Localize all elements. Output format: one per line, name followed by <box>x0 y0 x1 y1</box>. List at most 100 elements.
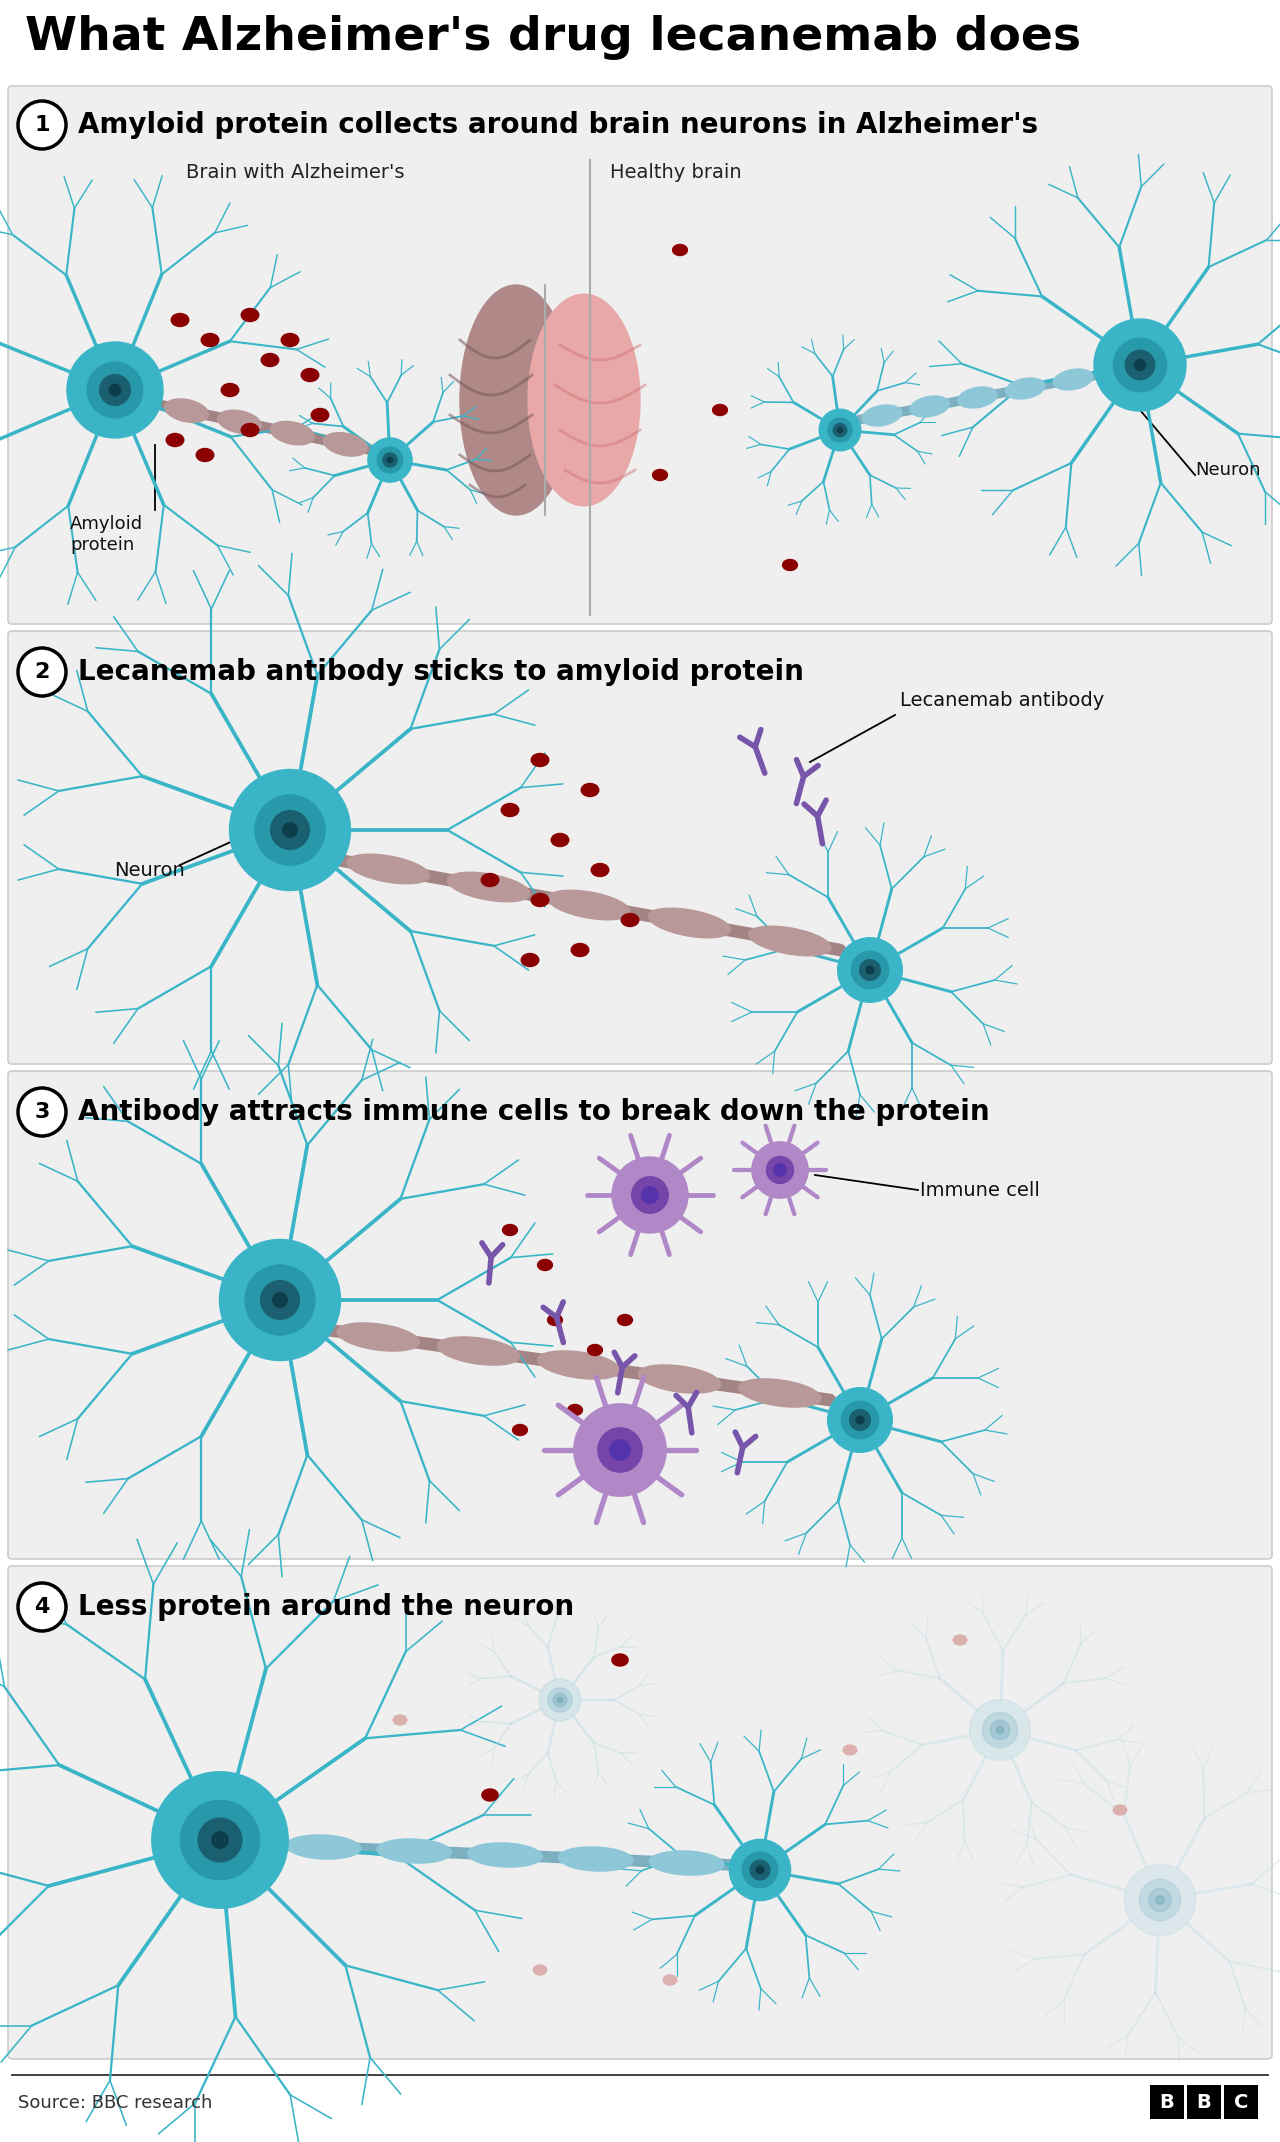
Text: 4: 4 <box>35 1598 50 1617</box>
Circle shape <box>67 343 163 437</box>
Ellipse shape <box>639 1364 721 1392</box>
Ellipse shape <box>448 872 530 902</box>
Circle shape <box>598 1429 643 1472</box>
Circle shape <box>833 424 846 437</box>
Ellipse shape <box>481 1789 498 1801</box>
Ellipse shape <box>531 893 549 906</box>
Circle shape <box>767 1157 794 1185</box>
Ellipse shape <box>512 1424 527 1435</box>
Circle shape <box>18 1088 67 1135</box>
Circle shape <box>283 823 297 838</box>
Text: Lecanemab antibody: Lecanemab antibody <box>900 690 1105 709</box>
FancyBboxPatch shape <box>8 632 1272 1065</box>
Ellipse shape <box>531 754 549 767</box>
Circle shape <box>558 1696 562 1703</box>
Ellipse shape <box>241 308 259 321</box>
Ellipse shape <box>270 422 315 446</box>
Ellipse shape <box>863 405 901 426</box>
Circle shape <box>219 1240 340 1360</box>
Circle shape <box>1134 360 1146 371</box>
Ellipse shape <box>502 803 518 816</box>
Circle shape <box>641 1187 658 1204</box>
Circle shape <box>982 1711 1018 1748</box>
Circle shape <box>152 1771 288 1909</box>
Text: 2: 2 <box>35 662 50 681</box>
Circle shape <box>867 966 874 975</box>
Circle shape <box>742 1853 778 1887</box>
Text: B: B <box>1197 2093 1211 2112</box>
Ellipse shape <box>653 469 667 480</box>
Text: What Alzheimer's drug lecanemab does: What Alzheimer's drug lecanemab does <box>26 15 1082 60</box>
Ellipse shape <box>617 1315 632 1326</box>
Text: B: B <box>1160 2093 1174 2112</box>
Circle shape <box>1156 1896 1165 1904</box>
Ellipse shape <box>591 863 609 876</box>
Ellipse shape <box>621 912 639 927</box>
Circle shape <box>180 1801 260 1879</box>
FancyBboxPatch shape <box>8 1071 1272 1559</box>
Circle shape <box>388 458 393 463</box>
Text: Amyloid protein collects around brain neurons in Alzheimer's: Amyloid protein collects around brain ne… <box>78 111 1038 139</box>
Circle shape <box>750 1859 769 1881</box>
Ellipse shape <box>1053 368 1093 390</box>
Circle shape <box>996 1726 1004 1733</box>
Circle shape <box>229 769 351 891</box>
Circle shape <box>774 1163 786 1176</box>
Circle shape <box>244 1266 315 1334</box>
Ellipse shape <box>648 908 731 938</box>
Circle shape <box>198 1819 242 1861</box>
Ellipse shape <box>467 1842 543 1868</box>
Text: 1: 1 <box>35 116 50 135</box>
Circle shape <box>841 1401 879 1439</box>
Text: C: C <box>1234 2093 1248 2112</box>
Circle shape <box>860 960 881 981</box>
Ellipse shape <box>957 388 997 407</box>
Text: Brain with Alzheimer's: Brain with Alzheimer's <box>186 163 404 182</box>
Circle shape <box>1114 338 1166 392</box>
FancyBboxPatch shape <box>8 86 1272 623</box>
Ellipse shape <box>538 1352 621 1379</box>
Ellipse shape <box>521 953 539 966</box>
FancyBboxPatch shape <box>1149 2084 1184 2118</box>
Text: Amyloid
protein: Amyloid protein <box>70 514 143 555</box>
Text: Less protein around the neuron: Less protein around the neuron <box>78 1594 575 1621</box>
Ellipse shape <box>529 293 640 506</box>
Ellipse shape <box>552 833 568 846</box>
Ellipse shape <box>612 1654 628 1666</box>
Ellipse shape <box>581 784 599 797</box>
Ellipse shape <box>172 313 188 326</box>
Ellipse shape <box>749 925 831 955</box>
Ellipse shape <box>910 396 950 418</box>
Ellipse shape <box>538 1259 553 1270</box>
Ellipse shape <box>311 409 329 422</box>
Circle shape <box>383 452 397 467</box>
Circle shape <box>632 1176 668 1212</box>
Ellipse shape <box>739 1379 820 1407</box>
Circle shape <box>18 1583 67 1630</box>
Ellipse shape <box>558 1846 634 1872</box>
FancyBboxPatch shape <box>8 1566 1272 2058</box>
Circle shape <box>751 1142 808 1197</box>
Ellipse shape <box>166 433 184 446</box>
Ellipse shape <box>393 1716 407 1724</box>
Ellipse shape <box>548 891 630 919</box>
Ellipse shape <box>663 1975 677 1986</box>
Circle shape <box>270 810 310 850</box>
Text: Neuron: Neuron <box>1196 461 1261 480</box>
Circle shape <box>367 437 412 482</box>
Ellipse shape <box>1114 1806 1126 1814</box>
Circle shape <box>970 1699 1030 1761</box>
Ellipse shape <box>460 285 572 514</box>
Ellipse shape <box>201 334 219 347</box>
Circle shape <box>730 1840 791 1900</box>
Ellipse shape <box>567 1405 582 1416</box>
Ellipse shape <box>438 1337 520 1364</box>
Circle shape <box>851 951 888 990</box>
Ellipse shape <box>221 383 239 396</box>
Ellipse shape <box>282 334 298 347</box>
Ellipse shape <box>548 1315 562 1326</box>
FancyBboxPatch shape <box>1224 2084 1258 2118</box>
Ellipse shape <box>503 1225 517 1236</box>
Circle shape <box>612 1157 689 1234</box>
Ellipse shape <box>165 398 209 422</box>
